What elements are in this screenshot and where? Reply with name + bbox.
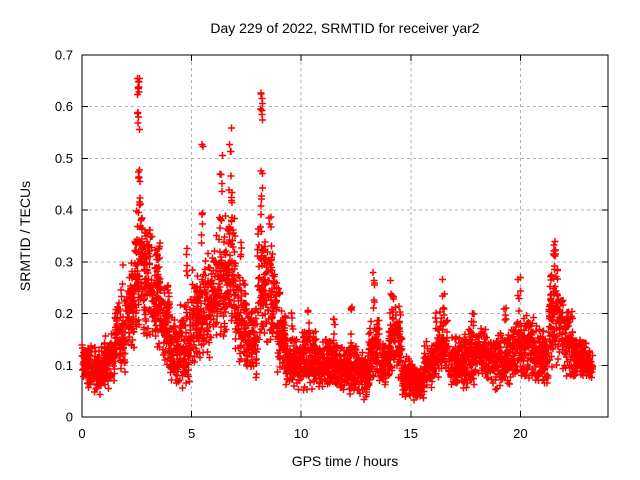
y-tick-label: 0.6 (55, 99, 73, 114)
axis-ticks (81, 54, 608, 418)
tick-labels: 0 0.1 0.2 0.3 0.4 0.5 0.6 0.7 0 5 10 15 20 (55, 48, 528, 442)
y-tick-label: 0 (66, 410, 73, 425)
x-tick-label: 0 (78, 426, 85, 441)
y-tick-label: 0.2 (55, 306, 73, 321)
x-axis-label: GPS time / hours (292, 453, 399, 469)
y-tick-label: 0.7 (55, 48, 73, 63)
y-tick-label: 0.4 (55, 203, 73, 218)
chart-title: Day 229 of 2022, SRMTID for receiver yar… (210, 20, 479, 36)
y-tick-label: 0.1 (55, 358, 73, 373)
plot-border (81, 54, 609, 418)
scatter-series-srmtid (78, 75, 596, 404)
x-tick-label: 15 (404, 426, 418, 441)
y-tick-label: 0.3 (55, 254, 73, 269)
data-points (78, 75, 596, 404)
x-tick-label: 5 (188, 426, 195, 441)
y-axis-label: SRMTID / TECUs (17, 181, 33, 291)
x-tick-label: 10 (294, 426, 308, 441)
y-tick-label: 0.5 (55, 151, 73, 166)
x-tick-label: 20 (513, 426, 527, 441)
